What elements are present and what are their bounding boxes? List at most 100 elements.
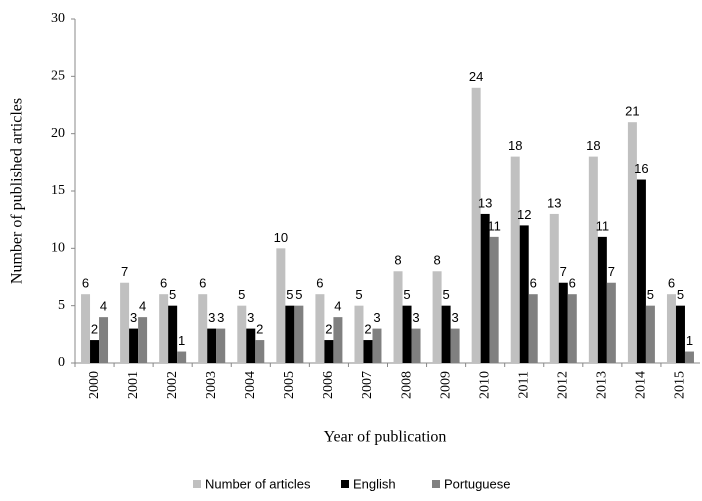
value-label: 5 (677, 287, 684, 302)
x-tick-label: 2003 (204, 371, 219, 399)
bar (294, 305, 304, 363)
value-label: 10 (274, 230, 288, 245)
legend-label: Portuguese (444, 476, 511, 491)
bar (324, 340, 334, 363)
bar (411, 328, 421, 363)
bar (285, 305, 295, 363)
value-label: 2 (91, 322, 98, 337)
x-tick-label: 2005 (282, 371, 297, 399)
bar (90, 340, 100, 363)
value-label: 6 (199, 276, 206, 291)
value-label: 13 (478, 195, 492, 210)
bar (450, 328, 460, 363)
y-tick-label: 5 (58, 298, 65, 313)
bar (432, 271, 442, 363)
value-label: 1 (686, 333, 693, 348)
x-tick-label: 2000 (87, 371, 102, 399)
x-tick-label: 2007 (360, 371, 375, 399)
bar (246, 328, 256, 363)
bar (363, 340, 373, 363)
bar (138, 317, 148, 363)
x-tick-label: 2009 (438, 371, 453, 399)
bar (159, 294, 169, 363)
value-label: 6 (569, 276, 576, 291)
value-label: 11 (487, 218, 501, 233)
x-tick-label: 2015 (673, 371, 688, 399)
bar (675, 305, 685, 363)
bar (606, 282, 616, 363)
bar (216, 328, 226, 363)
bar (129, 328, 139, 363)
x-tick-label: 2012 (556, 371, 571, 399)
value-label: 18 (586, 138, 600, 153)
value-label: 5 (238, 287, 245, 302)
bar (255, 340, 265, 363)
bar (684, 351, 694, 363)
value-label: 3 (373, 310, 380, 325)
value-label: 4 (334, 299, 341, 314)
value-label: 8 (433, 253, 440, 268)
legend-label: English (353, 476, 396, 491)
value-label: 2 (256, 322, 263, 337)
bar (81, 294, 91, 363)
value-label: 24 (469, 69, 483, 84)
bar (597, 236, 607, 363)
x-tick-label: 2004 (243, 371, 258, 399)
value-label: 8 (394, 253, 401, 268)
value-label: 3 (451, 310, 458, 325)
value-label: 6 (530, 276, 537, 291)
value-label: 5 (295, 287, 302, 302)
value-label: 21 (625, 104, 639, 119)
bar (567, 294, 577, 363)
value-label: 6 (316, 276, 323, 291)
value-label: 5 (355, 287, 362, 302)
value-label: 6 (668, 276, 675, 291)
x-tick-label: 2006 (321, 371, 336, 399)
value-label: 7 (608, 264, 615, 279)
value-label: 12 (517, 207, 531, 222)
bar (99, 317, 109, 363)
bar (441, 305, 451, 363)
x-tick-label: 2001 (126, 371, 141, 399)
y-tick-label: 10 (51, 241, 65, 256)
legend-swatch (193, 480, 201, 488)
y-tick-label: 0 (58, 355, 65, 370)
value-label: 18 (508, 138, 522, 153)
bar (207, 328, 217, 363)
x-tick-label: 2002 (165, 371, 180, 399)
value-label: 7 (560, 264, 567, 279)
value-label: 3 (217, 310, 224, 325)
y-tick-label: 25 (51, 69, 65, 84)
value-label: 5 (647, 287, 654, 302)
y-tick-label: 15 (51, 183, 65, 198)
value-label: 1 (178, 333, 185, 348)
bar (198, 294, 208, 363)
x-tick-label: 2011 (516, 371, 531, 398)
x-tick-label: 2014 (634, 371, 649, 399)
value-label: 2 (325, 322, 332, 337)
bar (645, 305, 655, 363)
x-axis-title: Year of publication (324, 429, 447, 446)
bar (666, 294, 676, 363)
value-label: 5 (169, 287, 176, 302)
value-label: 5 (442, 287, 449, 302)
value-label: 5 (286, 287, 293, 302)
x-tick-label: 2008 (399, 371, 414, 399)
bar (558, 282, 568, 363)
value-label: 3 (130, 310, 137, 325)
value-label: 16 (634, 161, 648, 176)
bar (636, 179, 646, 363)
x-tick-label: 2013 (595, 371, 610, 399)
bar (372, 328, 382, 363)
value-label: 7 (121, 264, 128, 279)
value-label: 4 (139, 299, 146, 314)
value-label: 3 (412, 310, 419, 325)
bar (120, 282, 130, 363)
value-label: 3 (208, 310, 215, 325)
bar (315, 294, 325, 363)
bar (168, 305, 178, 363)
bar (528, 294, 538, 363)
value-label: 6 (82, 276, 89, 291)
bar (333, 317, 343, 363)
